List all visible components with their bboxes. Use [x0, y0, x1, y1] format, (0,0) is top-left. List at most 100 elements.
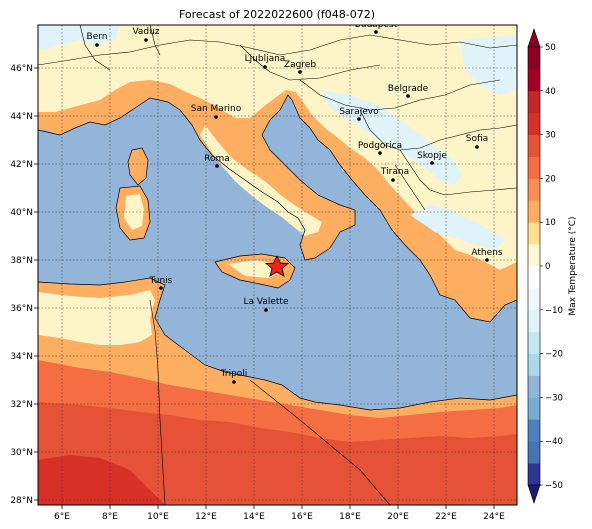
land-africa-mild	[38, 290, 155, 345]
city-label: Podgorica	[358, 141, 402, 151]
colorbar-tick-label: 10	[545, 218, 556, 228]
city-label: Tunis	[149, 276, 173, 286]
colorbar-tick-label: −30	[545, 393, 563, 403]
longitude-axis: 6°E 8°E 10°E 12°E 14°E 16°E 18°E 20°E 22°E 24°E	[54, 505, 505, 522]
lat-tick-label: 36°N	[10, 304, 33, 314]
colorbar-tick-label: 20	[545, 174, 556, 184]
land-cold-north	[38, 25, 120, 50]
lat-tick-label: 32°N	[10, 400, 33, 410]
colorbar-segment	[528, 463, 540, 486]
colorbar-tick-label: 50	[545, 43, 556, 53]
colorbar-tick-label: 30	[545, 131, 556, 141]
map-area: Bern Vaduz Budapest Ljubljana Zagreb Bel…	[38, 20, 517, 505]
land-italy-mild	[200, 125, 322, 236]
colorbar-segment	[528, 156, 540, 179]
colorbar-segment	[528, 441, 540, 464]
lon-tick-label: 8°E	[102, 512, 118, 522]
lon-tick-label: 16°E	[291, 512, 313, 522]
colorbar-segment	[528, 331, 540, 354]
country-borders	[38, 25, 517, 505]
colorbar-segment	[528, 419, 540, 442]
city-tunis: Tunis	[149, 276, 173, 290]
colorbar-segment	[528, 309, 540, 333]
city-label: Roma	[204, 154, 230, 164]
colorbar-label: Max Temperature (°C)	[568, 216, 578, 315]
lat-tick-label: 42°N	[10, 160, 33, 170]
lat-tick-label: 28°N	[10, 496, 33, 506]
lon-tick-label: 10°E	[147, 512, 169, 522]
colorbar-tick-label: 0	[545, 262, 550, 272]
lon-tick-label: 22°E	[435, 512, 457, 522]
city-la-valette: La Valette	[244, 297, 289, 312]
city-label: Tirana	[380, 167, 409, 177]
city-podgorica: Podgorica	[358, 141, 402, 155]
land-cold-balkans	[320, 90, 462, 185]
colorbar-tick-label: −10	[545, 306, 563, 316]
lat-tick-label: 30°N	[10, 448, 33, 458]
lat-tick-label: 40°N	[10, 208, 33, 218]
colorbar-segment	[528, 222, 540, 245]
star-icon	[264, 255, 290, 277]
city-athens: Athens	[471, 248, 503, 262]
land-cold-east	[460, 35, 517, 95]
city-tirana: Tirana	[380, 167, 409, 182]
city-belgrade: Belgrade	[388, 84, 429, 98]
colorbar-segment	[528, 353, 540, 376]
city-label: Bern	[87, 32, 108, 42]
colorbar-segment	[528, 178, 540, 201]
city-bern: Bern	[87, 32, 108, 47]
colorbar-tick-label: −20	[545, 350, 563, 360]
colorbar-segment	[528, 134, 540, 157]
lon-tick-label: 6°E	[54, 512, 70, 522]
city-zagreb: Zagreb	[284, 60, 316, 74]
colorbar-tick-label: −50	[545, 481, 563, 491]
lat-tick-label: 38°N	[10, 256, 33, 266]
colorbar-segment	[528, 397, 540, 420]
land-corsica	[128, 148, 148, 185]
colorbar-segment	[528, 90, 540, 114]
city-label: Zagreb	[284, 60, 316, 70]
lon-tick-label: 24°E	[483, 512, 505, 522]
colorbar-segment	[528, 47, 540, 70]
city-vaduz: Vaduz	[132, 27, 160, 42]
lon-tick-label: 18°E	[339, 512, 361, 522]
colorbar-segment	[528, 200, 540, 223]
land-africa-hottest	[38, 455, 165, 505]
colorbar-tick-label: −40	[545, 437, 563, 447]
city-tripoli: Tripoli	[220, 369, 248, 384]
lat-tick-label: 34°N	[10, 352, 33, 362]
colorbar-tick-label: 40	[545, 87, 556, 97]
latitude-axis: 46°N 44°N 42°N 40°N 38°N 36°N 34°N 32°N 30°N 28°N	[10, 64, 38, 506]
lon-tick-label: 20°E	[387, 512, 409, 522]
city-label: Skopje	[417, 151, 447, 161]
colorbar-extend-min	[527, 484, 541, 504]
lat-tick-label: 46°N	[10, 64, 33, 74]
city-label: Athens	[471, 248, 502, 258]
land-europe-mild	[38, 25, 517, 270]
city-label: San Marino	[191, 104, 242, 114]
coastlines	[38, 94, 517, 411]
lon-tick-label: 12°E	[195, 512, 217, 522]
colorbar-segment	[528, 287, 540, 311]
city-label: Tripoli	[220, 369, 248, 379]
colorbar-segment	[528, 244, 540, 267]
city-label: Ljubljana	[245, 54, 286, 64]
city-label: Belgrade	[388, 84, 429, 94]
city-roma: Roma	[204, 154, 230, 168]
graticule	[38, 25, 517, 505]
city-ljubljana: Ljubljana	[245, 54, 286, 69]
map-frame	[37, 24, 518, 506]
land-cold-greece	[410, 205, 505, 250]
city-sarajevo: Sarajevo	[339, 107, 379, 121]
colorbar-segment	[528, 266, 540, 289]
city-markers: Bern Vaduz Budapest Ljubljana Zagreb Bel…	[87, 20, 503, 384]
colorbar-segment	[528, 375, 540, 398]
city-label: Budapest	[355, 20, 398, 30]
colorbar-segment	[528, 112, 540, 135]
figure-title: Forecast of 2022022600 (f048-072)	[179, 8, 375, 21]
lon-tick-label: 14°E	[243, 512, 265, 522]
lat-tick-label: 44°N	[10, 112, 33, 122]
city-skopje: Skopje	[417, 151, 447, 165]
city-label: La Valette	[244, 297, 289, 307]
city-label: Vaduz	[132, 27, 159, 37]
